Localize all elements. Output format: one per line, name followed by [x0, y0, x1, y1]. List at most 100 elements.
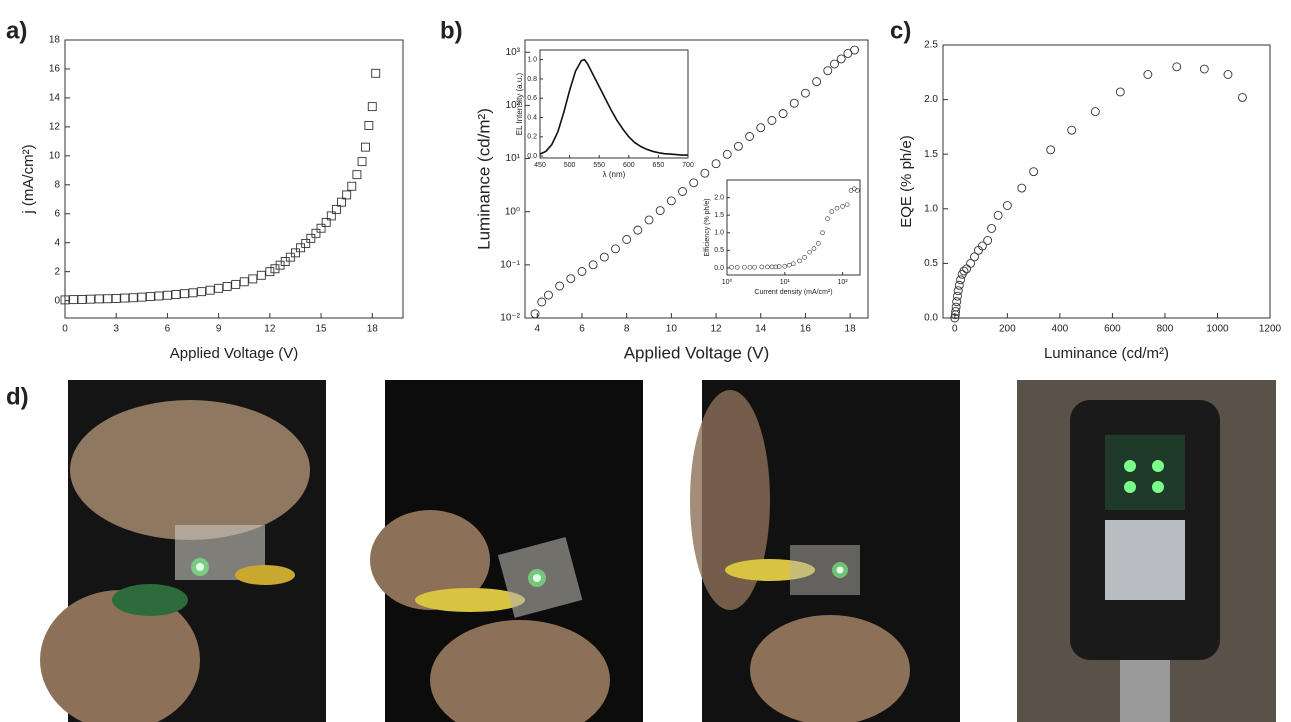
y-tick-label: 6: [54, 208, 60, 219]
y-tick-label: 16: [49, 64, 61, 75]
x-tick-label: 10⁰: [722, 278, 733, 286]
marker: [951, 306, 961, 316]
marker: [316, 223, 326, 233]
marker: [820, 230, 825, 236]
marker: [197, 287, 207, 297]
marker: [1172, 62, 1182, 72]
y-tick-label: 2.0: [924, 94, 938, 105]
marker: [588, 260, 598, 270]
marker: [977, 241, 987, 251]
marker: [733, 141, 743, 151]
y-tick-label: 4: [54, 237, 60, 248]
y-tick-label: 0.8: [527, 76, 537, 83]
marker: [291, 248, 300, 258]
marker: [530, 309, 540, 319]
x-tick-label: 650: [653, 162, 665, 169]
marker: [321, 217, 331, 227]
marker: [959, 266, 969, 276]
panel-label: b): [440, 17, 463, 44]
marker: [745, 132, 755, 141]
x-tick-label: 0: [952, 324, 958, 335]
marker: [311, 228, 321, 238]
marker: [103, 294, 113, 304]
marker: [734, 264, 740, 270]
y-tick-label: 10²: [506, 100, 521, 111]
marker: [265, 267, 275, 277]
marker: [954, 280, 964, 290]
marker: [1002, 201, 1012, 210]
x-tick-label: 15: [315, 324, 327, 335]
x-tick-label: 500: [564, 162, 576, 169]
x-axis-label: Current density (mA/cm²): [754, 289, 832, 296]
marker: [789, 98, 799, 108]
marker: [823, 66, 833, 76]
marker: [1017, 183, 1027, 193]
x-tick-label: 14: [755, 324, 767, 335]
marker: [844, 202, 850, 207]
x-tick-label: 8: [624, 324, 630, 335]
marker: [778, 109, 788, 119]
marker: [987, 224, 997, 233]
marker: [1090, 107, 1100, 117]
marker: [970, 252, 979, 262]
marker: [776, 264, 782, 269]
marker: [767, 116, 777, 125]
y-tick-label: 2: [54, 266, 60, 277]
x-tick-label: 10¹: [780, 279, 791, 286]
x-tick-label: 600: [623, 162, 635, 169]
y-tick-label: 0.0: [924, 313, 938, 324]
marker: [759, 264, 765, 270]
marker: [1115, 87, 1125, 97]
marker: [364, 120, 374, 130]
marker: [1067, 125, 1077, 135]
marker: [1046, 145, 1056, 155]
marker: [622, 235, 632, 244]
marker: [162, 290, 172, 300]
marker: [248, 274, 258, 284]
marker: [797, 258, 802, 264]
marker: [145, 292, 155, 302]
marker: [306, 233, 316, 243]
marker: [953, 286, 963, 296]
marker: [836, 54, 846, 64]
x-axis-label: Applied Voltage (V): [624, 343, 770, 362]
marker: [952, 291, 962, 301]
marker: [834, 205, 840, 211]
x-tick-label: 18: [845, 324, 857, 335]
marker: [352, 170, 362, 180]
marker: [566, 274, 576, 284]
marker: [331, 204, 341, 214]
marker: [951, 302, 961, 312]
y-tick-label: 10⁻¹: [500, 259, 520, 270]
marker: [756, 123, 766, 133]
marker: [812, 77, 822, 87]
marker: [790, 261, 796, 267]
x-tick-label: 1200: [1259, 324, 1282, 335]
x-tick-label: 16: [800, 324, 812, 335]
x-tick-label: 9: [216, 324, 222, 335]
panel-label: c): [890, 17, 911, 44]
x-tick-label: 450: [534, 162, 546, 169]
marker: [747, 264, 753, 270]
panel-label: d): [6, 383, 29, 410]
x-tick-label: 0: [62, 324, 68, 335]
marker: [537, 297, 547, 307]
y-tick-label: 0.6: [527, 95, 537, 102]
marker: [752, 264, 757, 270]
marker: [830, 59, 839, 69]
marker: [337, 197, 346, 207]
marker: [829, 209, 835, 214]
marker: [205, 285, 215, 295]
marker: [811, 246, 817, 251]
marker: [256, 270, 266, 280]
marker: [611, 244, 620, 254]
marker: [802, 255, 807, 260]
marker: [128, 293, 138, 303]
marker: [1223, 70, 1233, 79]
marker: [769, 264, 775, 270]
marker: [111, 294, 121, 303]
y-tick-label: 0.5: [714, 247, 724, 254]
y-tick-label: 0.5: [924, 258, 938, 269]
y-tick-label: 10: [49, 150, 61, 161]
marker: [962, 264, 972, 274]
